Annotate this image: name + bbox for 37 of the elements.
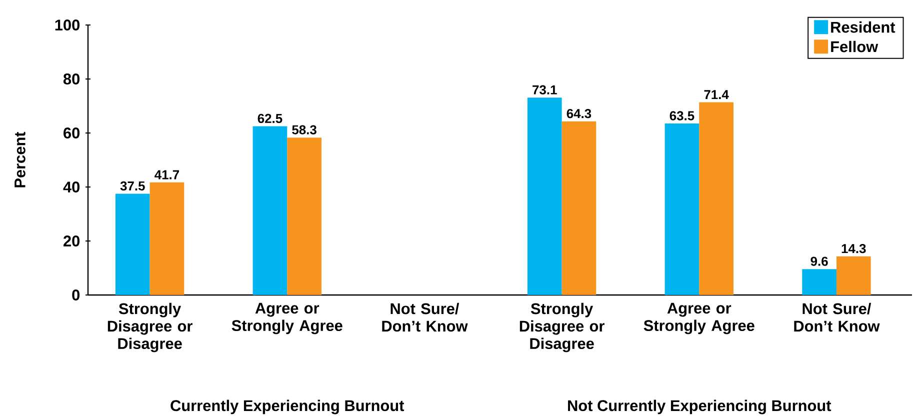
data-label: 41.7 xyxy=(154,170,180,180)
bar xyxy=(802,269,836,295)
y-tick-label: 80 xyxy=(63,74,80,84)
text: Currently Experiencing Burnout xyxy=(170,400,404,414)
data-label: 62.5 xyxy=(258,114,282,124)
text: Not Currently Experiencing Burnout xyxy=(568,400,832,414)
y-axis-title: Percent xyxy=(14,132,26,188)
bar xyxy=(115,194,150,295)
x-tick-label: Agree or Strongly Agree xyxy=(232,302,342,334)
x-tick-label: Not Sure/ Don’t Know xyxy=(794,302,880,332)
bar xyxy=(527,98,562,295)
bar xyxy=(150,182,184,295)
x-tick-label: Not Sure/ Don’t Know xyxy=(382,302,468,332)
data-label: 73.1 xyxy=(532,85,557,94)
legend-label: Fellow xyxy=(831,40,878,52)
data-label: 9.6 xyxy=(810,256,828,266)
y-tick-label: 40 xyxy=(63,182,80,192)
data-label: 64.3 xyxy=(566,108,592,118)
x-tick-label: Strongly Disagree or Disagree xyxy=(108,302,192,352)
legend-label: Resident xyxy=(831,21,896,33)
data-label: 14.3 xyxy=(842,244,866,254)
data-label: 71.4 xyxy=(704,90,729,100)
bar xyxy=(562,121,596,295)
bar xyxy=(287,138,322,295)
y-tick-label: 60 xyxy=(64,128,80,138)
bar xyxy=(664,124,700,295)
bar xyxy=(699,102,734,295)
data-label: 58.3 xyxy=(292,125,316,134)
x-tick-label: Strongly Disagree or Disagree xyxy=(520,302,604,352)
y-tick-label: 0 xyxy=(72,290,80,300)
bar xyxy=(252,126,288,295)
y-tick-label: 100 xyxy=(55,20,80,30)
data-label: 37.5 xyxy=(120,181,145,191)
x-tick-label: Agree or Strongly Agree xyxy=(644,302,754,334)
y-tick-label: 20 xyxy=(64,236,80,246)
bar xyxy=(836,256,871,295)
data-label: 63.5 xyxy=(670,111,694,120)
